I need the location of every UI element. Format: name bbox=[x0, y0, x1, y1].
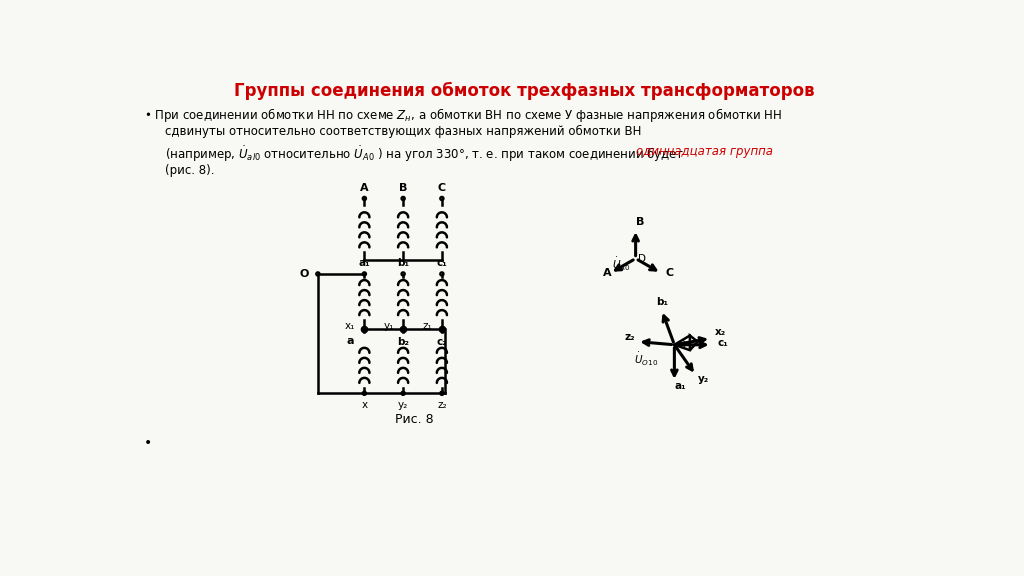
Text: a₁: a₁ bbox=[358, 258, 371, 268]
Text: z₂: z₂ bbox=[437, 400, 446, 410]
Text: x₂: x₂ bbox=[715, 327, 726, 336]
Text: z₂: z₂ bbox=[625, 332, 636, 342]
Text: c₁: c₁ bbox=[717, 338, 728, 348]
Text: x₁: x₁ bbox=[345, 321, 355, 331]
Text: a₁: a₁ bbox=[675, 381, 686, 392]
Text: $\dot{U}_{O10}$: $\dot{U}_{O10}$ bbox=[634, 351, 658, 368]
Text: x: x bbox=[361, 400, 368, 410]
Text: D: D bbox=[638, 255, 646, 264]
Text: $\dot{U}_{A0}$: $\dot{U}_{A0}$ bbox=[612, 256, 631, 273]
Text: O: O bbox=[678, 340, 686, 350]
Text: c₁: c₁ bbox=[436, 258, 447, 268]
Text: •: • bbox=[143, 435, 152, 450]
Text: B: B bbox=[399, 183, 408, 193]
Text: b₁: b₁ bbox=[656, 297, 669, 306]
Text: • При соединении обмотки НН по схеме $Z_н$, а обмотки ВН по схеме У фазные напря: • При соединении обмотки НН по схеме $Z_… bbox=[143, 106, 781, 124]
Text: O: O bbox=[299, 269, 308, 279]
Text: a: a bbox=[347, 336, 354, 346]
Text: C: C bbox=[438, 183, 445, 193]
Text: A: A bbox=[360, 183, 369, 193]
Text: Группы соединения обмоток трехфазных трансформаторов: Группы соединения обмоток трехфазных тра… bbox=[234, 81, 815, 100]
Text: (рис. 8).: (рис. 8). bbox=[165, 164, 215, 177]
Text: B: B bbox=[636, 217, 644, 227]
Text: одиннадцатая группа: одиннадцатая группа bbox=[636, 145, 773, 158]
Text: Рис. 8: Рис. 8 bbox=[395, 412, 434, 426]
Text: y₂: y₂ bbox=[698, 374, 710, 384]
Text: A: A bbox=[603, 268, 611, 278]
Text: (например, $\dot{U}_{al0}$ относительно $\dot{U}_{A0}$ ) на угол 330°, т. е. при: (например, $\dot{U}_{al0}$ относительно … bbox=[165, 145, 685, 164]
Text: c₂: c₂ bbox=[436, 337, 447, 347]
Text: C: C bbox=[666, 268, 674, 278]
Text: y₂: y₂ bbox=[398, 400, 409, 410]
Text: b₂: b₂ bbox=[397, 337, 410, 347]
Text: сдвинуты относительно соответствующих фазных напряжений обмотки ВН: сдвинуты относительно соответствующих фа… bbox=[165, 126, 642, 138]
Text: z₁: z₁ bbox=[423, 321, 432, 331]
Text: y₁: y₁ bbox=[383, 321, 394, 331]
Text: b₁: b₁ bbox=[397, 258, 410, 268]
